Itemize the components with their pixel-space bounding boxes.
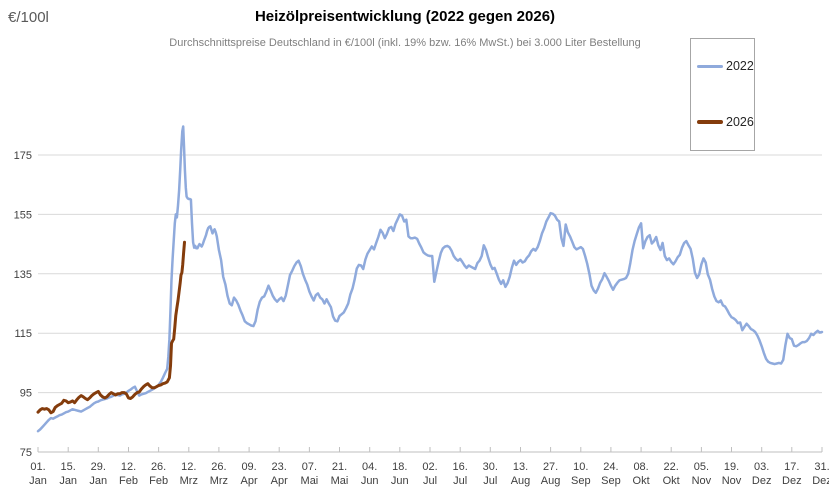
x-tick-label-day: 02. xyxy=(422,461,437,473)
x-tick-label-month: Jan xyxy=(29,475,47,487)
x-tick-label-month: Okt xyxy=(663,475,680,487)
x-tick-label-day: 27. xyxy=(543,461,558,473)
x-tick-label-day: 12. xyxy=(181,461,196,473)
y-tick-label-115: 115 xyxy=(14,328,32,340)
x-tick-label-month: Dez xyxy=(752,475,772,487)
x-tick-label-day: 21. xyxy=(332,461,347,473)
x-tick-label-day: 01. xyxy=(30,461,45,473)
y-tick-label-135: 135 xyxy=(14,269,32,281)
legend-entry-2022: 2022 xyxy=(697,59,754,73)
x-tick-label-day: 19. xyxy=(724,461,739,473)
x-tick-label-month: Aug xyxy=(511,475,531,487)
chart-subtitle: Durchschnittspreise Deutschland in €/100… xyxy=(169,37,641,49)
x-tick-label-month: Apr xyxy=(271,475,288,487)
x-tick-label-day: 16. xyxy=(453,461,468,473)
series-line-2026 xyxy=(36,240,186,415)
legend-line-2026-icon xyxy=(697,120,723,124)
x-tick-label-month: Jun xyxy=(361,475,379,487)
x-tick-label-month: Mai xyxy=(301,475,319,487)
legend-label-2022: 2022 xyxy=(726,59,754,73)
y-tick-label-155: 155 xyxy=(14,209,32,221)
x-tick-label-month: Dez xyxy=(782,475,802,487)
x-tick-label-day: 17. xyxy=(784,461,799,473)
x-tick-label-day: 09. xyxy=(241,461,256,473)
x-tick-label-day: 23. xyxy=(272,461,287,473)
x-tick-label-day: 08. xyxy=(633,461,648,473)
x-tick-label-day: 03. xyxy=(754,461,769,473)
x-tick-label-month: Jul xyxy=(483,475,497,487)
x-tick-label-month: Aug xyxy=(541,475,561,487)
x-tick-label-month: Sep xyxy=(601,475,621,487)
x-tick-label-day: 31. xyxy=(814,461,829,473)
x-tick-label-month: Okt xyxy=(633,475,650,487)
x-tick-label-day: 30. xyxy=(483,461,498,473)
y-tick-label-75: 75 xyxy=(20,447,32,459)
legend: 2022 2026 xyxy=(690,38,755,151)
x-tick-label-day: 10. xyxy=(573,461,588,473)
x-tick-label-month: Jan xyxy=(89,475,107,487)
x-tick-label-month: Apr xyxy=(241,475,258,487)
x-tick-label-month: Nov xyxy=(722,475,742,487)
y-tick-label-175: 175 xyxy=(14,150,32,162)
x-tick-label-day: 15. xyxy=(61,461,76,473)
x-tick-label-day: 07. xyxy=(302,461,317,473)
legend-label-2026: 2026 xyxy=(726,115,754,129)
x-tick-label-month: Jul xyxy=(453,475,467,487)
x-tick-label-month: Feb xyxy=(149,475,168,487)
x-tick-label-month: Dez xyxy=(812,475,829,487)
x-tick-label-day: 22. xyxy=(664,461,679,473)
x-tick-label-day: 05. xyxy=(694,461,709,473)
x-tick-label-day: 24. xyxy=(603,461,618,473)
chart-title: Heizölpreisentwicklung (2022 gegen 2026) xyxy=(254,8,556,25)
x-tick-label-day: 12. xyxy=(121,461,136,473)
x-tick-label-month: Jan xyxy=(59,475,77,487)
x-tick-label-day: 04. xyxy=(362,461,377,473)
y-tick-label-95: 95 xyxy=(20,388,32,400)
x-tick-label-month: Mai xyxy=(331,475,349,487)
x-tick-label-day: 13. xyxy=(513,461,528,473)
legend-line-2022-icon xyxy=(697,64,723,68)
x-tick-label-day: 26. xyxy=(211,461,226,473)
x-tick-label-month: Mrz xyxy=(180,475,198,487)
legend-entry-2026: 2026 xyxy=(697,115,754,129)
x-tick-label-month: Feb xyxy=(119,475,138,487)
series-line-2022 xyxy=(36,125,824,433)
x-tick-label-month: Nov xyxy=(692,475,712,487)
x-tick-label-month: Sep xyxy=(571,475,591,487)
x-tick-label-month: Jul xyxy=(423,475,437,487)
x-tick-label-month: Mrz xyxy=(210,475,228,487)
x-tick-label-day: 26. xyxy=(151,461,166,473)
x-tick-label-day: 18. xyxy=(392,461,407,473)
x-tick-label-month: Jun xyxy=(391,475,409,487)
y-axis-unit-label: €/100l xyxy=(8,9,49,26)
x-tick-label-day: 29. xyxy=(91,461,106,473)
